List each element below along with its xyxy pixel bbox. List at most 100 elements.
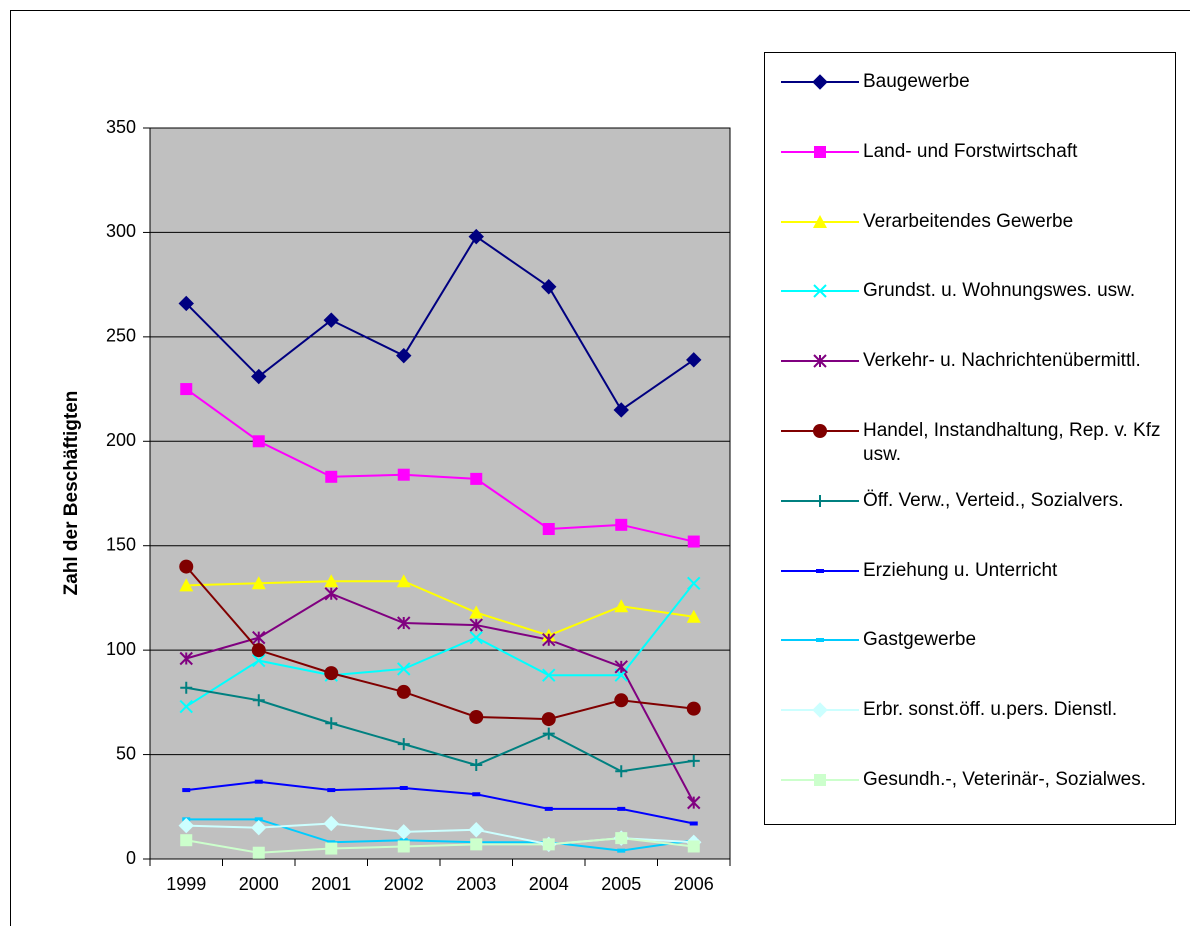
marker <box>816 568 824 573</box>
y-tick-label: 200 <box>106 430 136 450</box>
legend-symbol <box>781 702 859 718</box>
legend-label: Land- und Forstwirtschaft <box>863 140 1078 162</box>
marker <box>325 717 338 730</box>
marker <box>397 468 410 481</box>
legend-label: Baugewerbe <box>863 71 970 92</box>
marker <box>813 214 827 228</box>
marker <box>813 284 827 299</box>
y-tick-label: 50 <box>116 743 136 763</box>
marker <box>617 806 626 811</box>
marker <box>251 368 267 385</box>
series-line <box>185 388 694 543</box>
legend-label: Handel, Instandhaltung, Rep. v. Kfz usw. <box>863 420 1161 465</box>
marker <box>252 630 266 645</box>
marker <box>396 824 412 840</box>
x-tick-label: 2002 <box>384 874 424 894</box>
x-tick-label: 1999 <box>166 874 206 894</box>
marker <box>251 819 267 836</box>
marker <box>469 709 484 724</box>
legend-symbol <box>781 145 859 158</box>
marker <box>472 792 481 797</box>
x-tick-label: 2006 <box>674 874 714 894</box>
plot-area <box>149 127 731 860</box>
marker <box>324 574 339 588</box>
marker <box>325 470 338 483</box>
y-axis-title: Zahl der Beschäftigten <box>61 391 82 596</box>
marker <box>541 712 556 727</box>
marker <box>614 599 629 613</box>
marker <box>325 842 338 855</box>
marker <box>687 576 701 591</box>
marker <box>542 523 555 536</box>
legend: Baugewerbe Land- und Forstwirtschaft Verar… <box>764 52 1176 825</box>
marker <box>687 535 700 548</box>
marker <box>179 699 193 714</box>
marker <box>179 559 194 574</box>
marker <box>470 759 483 772</box>
marker <box>687 840 700 853</box>
series-line <box>185 592 695 804</box>
y-tick-label: 300 <box>106 221 136 241</box>
marker <box>469 618 483 632</box>
marker <box>180 383 193 396</box>
marker <box>469 630 483 645</box>
legend-label: Gesundh.-, Veterinär-, Sozialwes. <box>863 769 1147 790</box>
marker <box>251 643 266 658</box>
marker <box>814 774 826 786</box>
marker <box>812 74 828 90</box>
marker <box>468 228 484 245</box>
y-tick-label: 100 <box>106 639 136 659</box>
marker <box>542 727 555 740</box>
marker <box>397 616 411 630</box>
series-line <box>185 235 695 412</box>
marker <box>542 838 555 851</box>
legend-label: Grundst. u. Wohnungswes. usw. <box>863 280 1136 302</box>
marker <box>399 785 408 790</box>
marker <box>179 651 193 666</box>
marker <box>254 817 263 822</box>
x-tick-label: 2003 <box>456 874 496 894</box>
x-tick-label: 2005 <box>601 874 641 894</box>
marker <box>813 354 827 368</box>
marker <box>180 681 193 694</box>
x-tick-label: 2000 <box>239 874 279 894</box>
marker <box>687 795 701 810</box>
legend-symbol <box>781 494 859 507</box>
marker <box>814 145 826 158</box>
marker <box>396 574 411 588</box>
marker <box>686 609 701 623</box>
marker <box>397 662 411 676</box>
marker <box>397 738 410 751</box>
marker <box>615 832 628 845</box>
legend-symbol <box>781 214 859 228</box>
marker <box>178 295 194 312</box>
marker <box>324 666 339 681</box>
series-line <box>185 565 694 721</box>
legend-label: Gastgewerbe <box>863 629 977 651</box>
marker <box>323 815 339 832</box>
series-line <box>186 580 694 637</box>
marker <box>812 702 828 718</box>
y-tick-label: 0 <box>126 848 136 868</box>
marker <box>541 279 557 295</box>
marker <box>180 834 193 847</box>
x-tick-label: 2004 <box>529 874 569 894</box>
marker <box>252 694 265 707</box>
y-tick-label: 350 <box>106 117 136 137</box>
series-line <box>186 686 694 773</box>
marker <box>252 653 266 668</box>
marker <box>182 788 191 793</box>
marker <box>252 435 265 448</box>
marker <box>614 693 629 708</box>
x-tick-label: 2001 <box>311 874 351 894</box>
marker <box>686 352 702 368</box>
legend-symbol <box>781 74 859 90</box>
marker <box>816 638 824 643</box>
marker <box>613 402 629 418</box>
series-line <box>186 837 694 854</box>
marker <box>399 838 408 843</box>
marker <box>396 684 411 699</box>
marker <box>469 605 484 619</box>
marker <box>468 822 484 838</box>
